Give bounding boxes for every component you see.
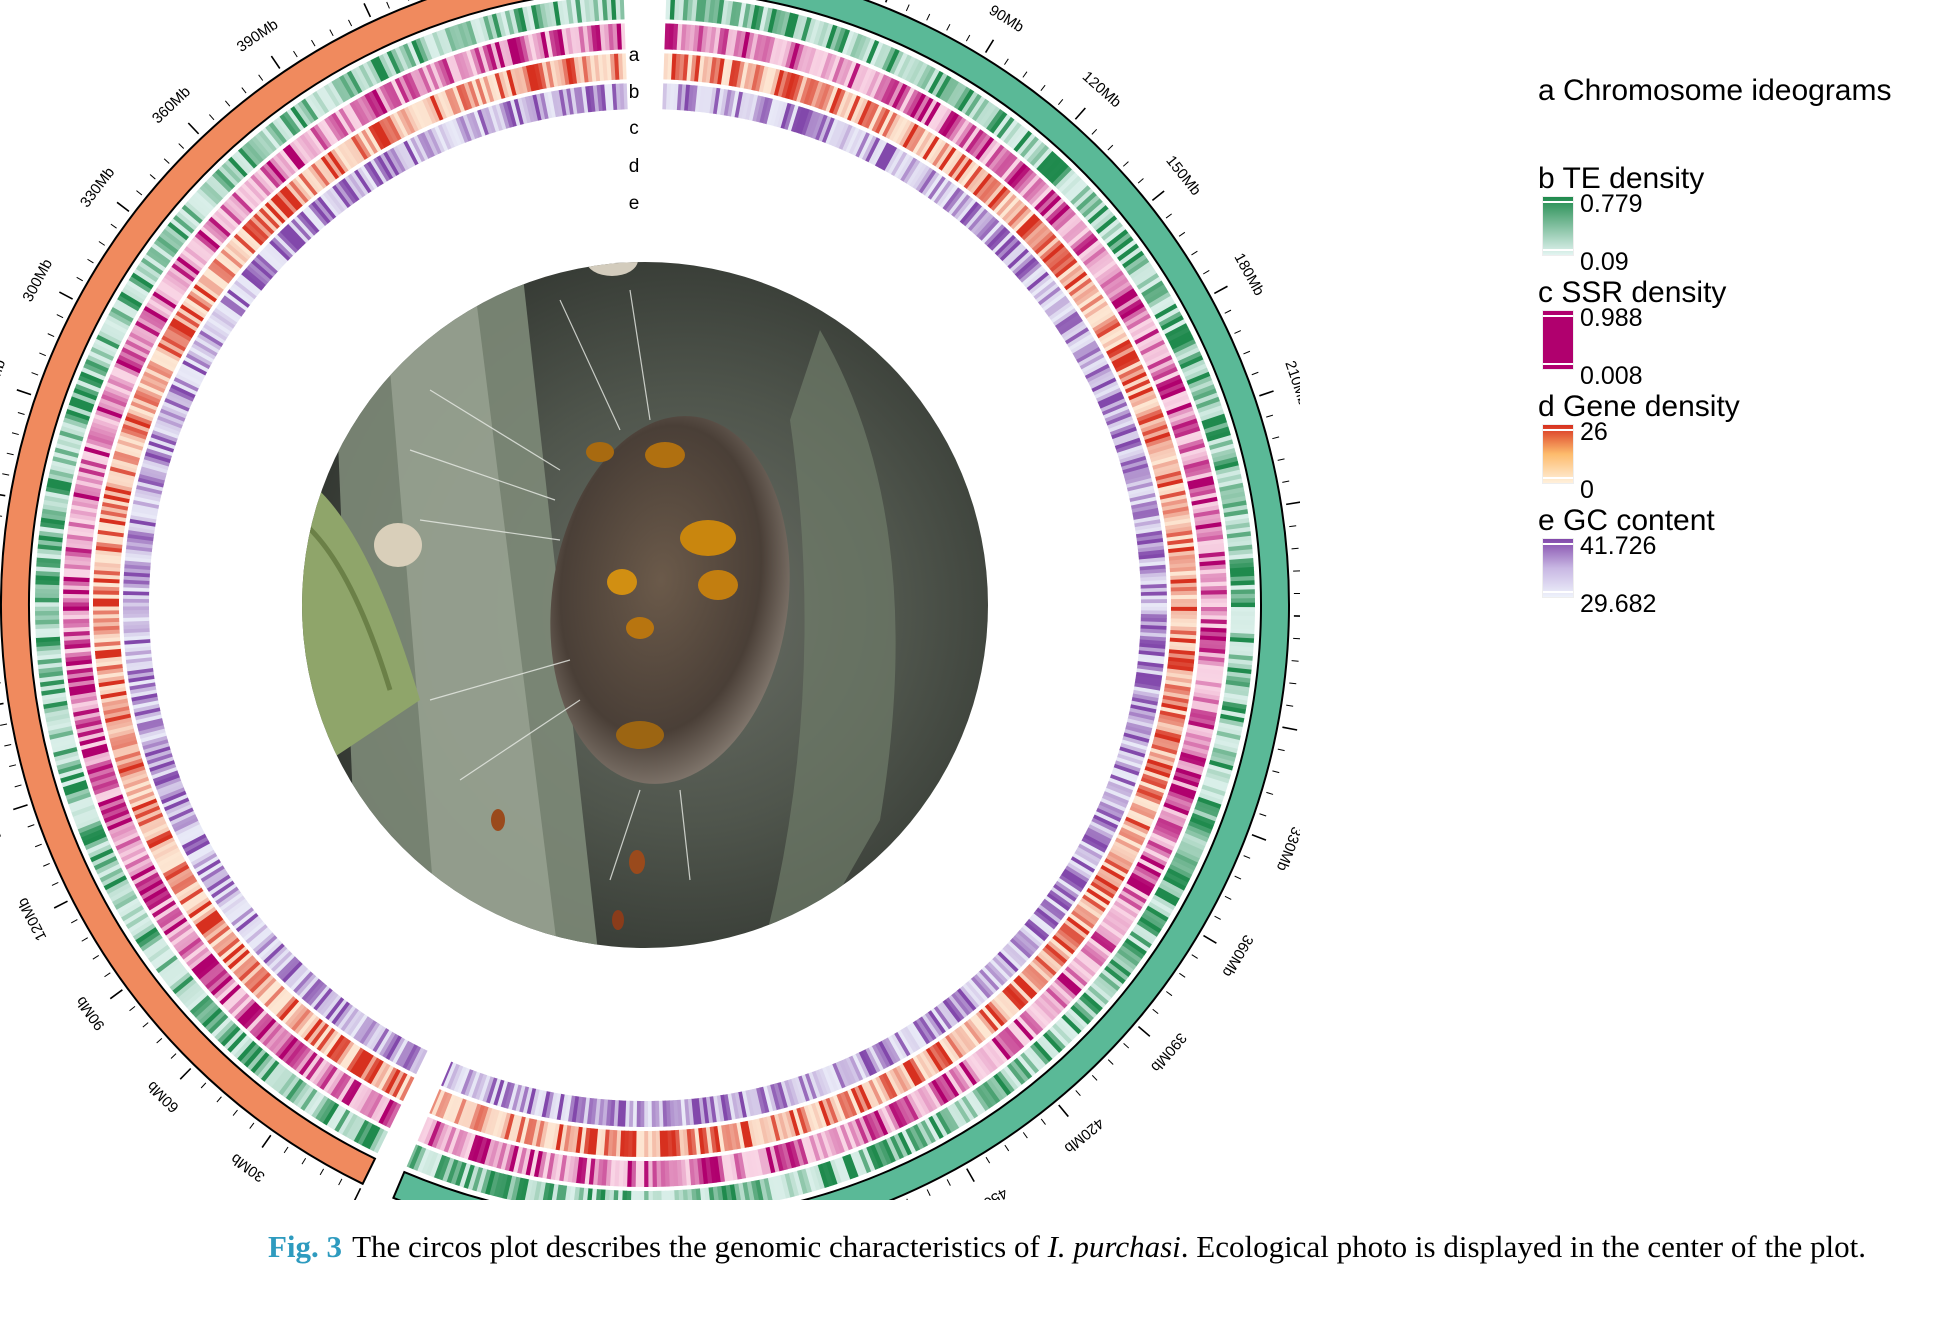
axis-tick-label: 330Mb [1273, 824, 1300, 873]
legend-title: d Gene density [1538, 390, 1740, 423]
gene-colorbar [1542, 424, 1574, 484]
ssr-density-track [63, 23, 626, 1129]
ssr-density-track [417, 23, 1227, 1187]
ecological-photo [302, 262, 988, 948]
legend-min: 0.09 [1580, 248, 1629, 276]
figure-label: Fig. 3 [268, 1229, 343, 1264]
track-letter: c [629, 118, 639, 139]
axis-tick-label: 390Mb [1147, 1029, 1190, 1075]
legend-min: 0 [1580, 476, 1594, 504]
legend-max: 41.726 [1580, 532, 1657, 560]
axis-tick-label: 90Mb [73, 993, 109, 1033]
axis-tick-label: 150Mb [1162, 152, 1204, 198]
legend-gc-content: e GC content 41.726 29.682 [1538, 504, 1938, 624]
legend-max: 26 [1580, 418, 1608, 446]
legend-chromosome-ideograms: a Chromosome ideograms [1538, 74, 1892, 107]
axis-tick-label: 120Mb [1079, 68, 1125, 111]
track-letter: d [629, 156, 640, 177]
axis-tick-label: 360Mb [1219, 932, 1257, 980]
gc-content-track [122, 83, 628, 1075]
axis-tick-label: 60Mb [144, 1078, 183, 1116]
legend-ssr-density: c SSR density 0.988 0.008 [1538, 276, 1938, 396]
track-letter: b [629, 82, 640, 103]
legend-gene-density: d Gene density 26 0 [1538, 390, 1938, 510]
axis-tick-label: 450Mb [962, 1184, 1010, 1200]
circos-plot: 0Mb30Mb60Mb90Mb120Mb150Mb180Mb210Mb240Mb… [0, 0, 1300, 1200]
track-letter: a [629, 45, 640, 66]
track-letter: e [629, 193, 640, 214]
axis-tick-label: 270Mb [0, 357, 9, 406]
axis-tick-label: 210Mb [1281, 359, 1300, 408]
axis-tick-label: 180Mb [1231, 250, 1268, 298]
gene-density-track [93, 53, 627, 1102]
legend-title: e GC content [1538, 504, 1715, 537]
axis-tick-label: 90Mb [986, 2, 1027, 36]
te-colorbar [1542, 196, 1574, 256]
gc-colorbar [1542, 538, 1574, 598]
legend-max: 0.779 [1580, 190, 1643, 218]
axis-tick-label: 300Mb [19, 256, 56, 304]
axis-tick-label: 390Mb [234, 16, 281, 56]
circos-tracks [0, 0, 1290, 1200]
legend-min: 29.682 [1580, 590, 1657, 618]
te-density-track [35, 0, 625, 1154]
legend-te-density: b TE density 0.779 0.09 [1538, 162, 1938, 282]
legend-max: 0.988 [1580, 304, 1643, 332]
axis-tick-label: 120Mb [14, 895, 50, 944]
axis-tick-label: 360Mb [149, 83, 194, 127]
caption-text: The circos plot describes the genomic ch… [352, 1229, 1048, 1264]
chr02-ideogram [0, 0, 535, 1186]
axis-tick-label: 30Mb [228, 1150, 268, 1186]
ssr-colorbar [1542, 310, 1574, 370]
gc-content-track [441, 83, 1167, 1127]
axis-tick-label: 330Mb [77, 164, 118, 211]
legend-title: b TE density [1538, 162, 1705, 195]
gene-density-track [429, 53, 1197, 1157]
caption-species: I. purchasi [1047, 1229, 1181, 1264]
te-density-track [406, 0, 1255, 1200]
axis-tick-label: 420Mb [1061, 1114, 1107, 1156]
figure-caption: Fig. 3 The circos plot describes the geno… [268, 1226, 1908, 1268]
axis-tick-label: 150Mb [0, 793, 5, 842]
chr01-ideogram [392, 0, 1290, 1200]
legend-title: c SSR density [1538, 276, 1727, 309]
legend-min: 0.008 [1580, 362, 1643, 390]
caption-text-end: . Ecological photo is displayed in the c… [1180, 1229, 1867, 1264]
